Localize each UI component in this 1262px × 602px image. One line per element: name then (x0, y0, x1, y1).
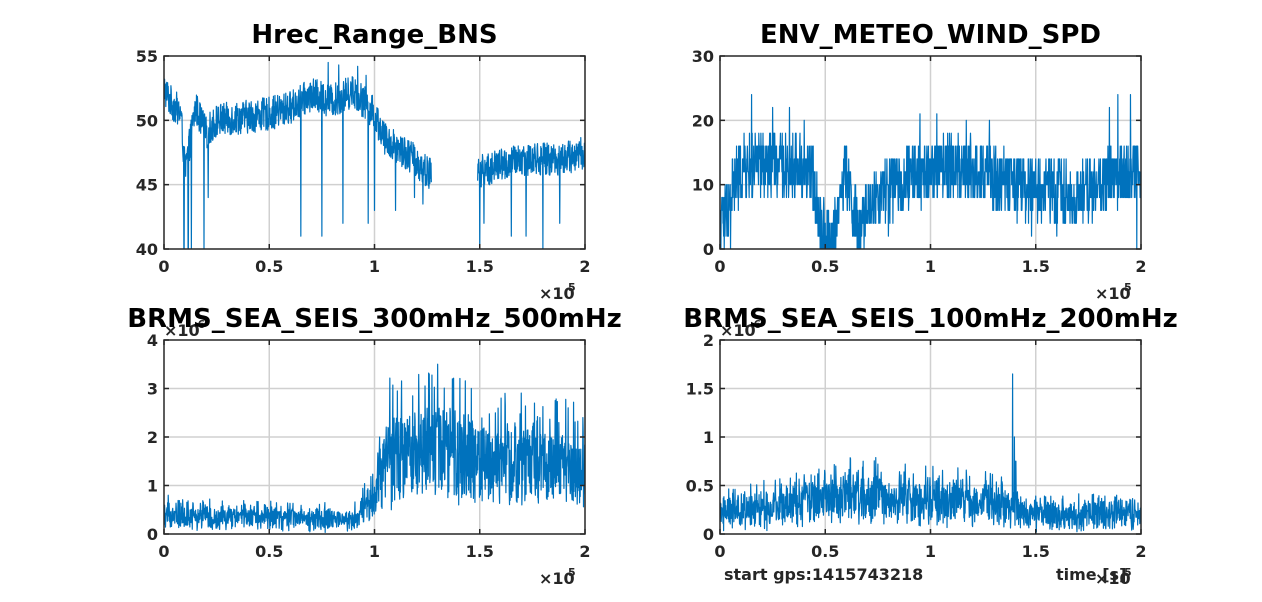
y-tick-label: 1 (147, 477, 158, 496)
y-axis-multiplier: ×10 (164, 321, 200, 340)
start-gps-label: start gps:1415743218 (724, 565, 923, 584)
x-tick-label: 0 (714, 257, 725, 276)
x-tick-label: 0 (714, 542, 725, 561)
x-axis-multiplier: ×10 (539, 284, 575, 303)
y-tick-label: 20 (692, 111, 714, 130)
series-line-1 (720, 373, 1141, 533)
y-tick-label: 40 (136, 240, 158, 259)
x-axis-multiplier-exponent: 5 (568, 566, 576, 579)
x-tick-label: 0.5 (255, 542, 283, 561)
x-axis-multiplier: ×10 (1095, 284, 1131, 303)
series-line-1 (164, 363, 585, 533)
subplot-3: 0 0.5 1 1.5 201234×105×10-6BRMS_SEA_SEIS_300… (127, 304, 621, 588)
y-tick-label: 30 (692, 47, 714, 66)
y-tick-label: 2 (147, 428, 158, 447)
x-axis-multiplier-exponent: 5 (1124, 281, 1132, 294)
y-tick-label: 0 (147, 525, 158, 544)
x-axis-multiplier: ×10 (539, 569, 575, 588)
y-tick-label: 1 (703, 428, 714, 447)
x-tick-label: 0 (158, 257, 169, 276)
y-tick-label: 0.5 (686, 477, 714, 496)
x-tick-label: 2 (1135, 257, 1146, 276)
x-tick-label: 1 (369, 542, 380, 561)
x-axis-multiplier-exponent: 5 (568, 281, 576, 294)
x-tick-label: 2 (579, 542, 590, 561)
x-tick-label: 1 (369, 257, 380, 276)
x-tick-label: 1.5 (1022, 257, 1050, 276)
chart-title: ENV_METEO_WIND_SPD (760, 20, 1101, 50)
series-line-1 (720, 94, 1141, 249)
y-tick-label: 2 (703, 331, 714, 350)
chart-title: BRMS_SEA_SEIS_100mHz_200mHz (683, 304, 1177, 334)
x-tick-label: 1 (925, 257, 936, 276)
x-tick-label: 0.5 (811, 257, 839, 276)
y-tick-label: 55 (136, 47, 158, 66)
chart-title: BRMS_SEA_SEIS_300mHz_500mHz (127, 304, 621, 334)
subplot-1: 0 0.5 1 1.5 2 40 45 50 55 ×105 Hrec_Range_BNS (136, 20, 591, 303)
y-axis-multiplier-exponent: -6 (193, 318, 206, 331)
x-tick-label: 1.5 (466, 542, 494, 561)
chart-title: Hrec_Range_BNS (251, 20, 497, 50)
x-axis-multiplier: ×10 (1095, 569, 1131, 588)
x-tick-label: 1.5 (1022, 542, 1050, 561)
y-tick-label: 3 (147, 380, 158, 399)
x-axis-multiplier-exponent: 5 (1124, 566, 1132, 579)
y-tick-label: 50 (136, 111, 158, 130)
x-tick-label: 1.5 (466, 257, 494, 276)
y-tick-label: 1.5 (686, 380, 714, 399)
y-tick-label: 10 (692, 176, 714, 195)
y-tick-label: 4 (147, 331, 158, 350)
x-tick-label: 1 (925, 542, 936, 561)
y-tick-label: 45 (136, 176, 158, 195)
y-tick-label: 0 (703, 240, 714, 259)
x-tick-label: 0.5 (811, 542, 839, 561)
subplot-4: 0 0.5 1 1.5 200.511.52×105×10-6BRMS_SEA_SEIS… (683, 304, 1177, 588)
x-tick-label: 2 (1135, 542, 1146, 561)
x-tick-label: 2 (579, 257, 590, 276)
y-axis-multiplier: ×10 (720, 321, 756, 340)
y-axis-multiplier-exponent: -6 (749, 318, 762, 331)
x-tick-label: 0.5 (255, 257, 283, 276)
x-tick-label: 0 (158, 542, 169, 561)
time-axis-label: time [s] (1056, 565, 1126, 584)
series-line-1 (164, 61, 585, 249)
y-tick-label: 0 (703, 525, 714, 544)
